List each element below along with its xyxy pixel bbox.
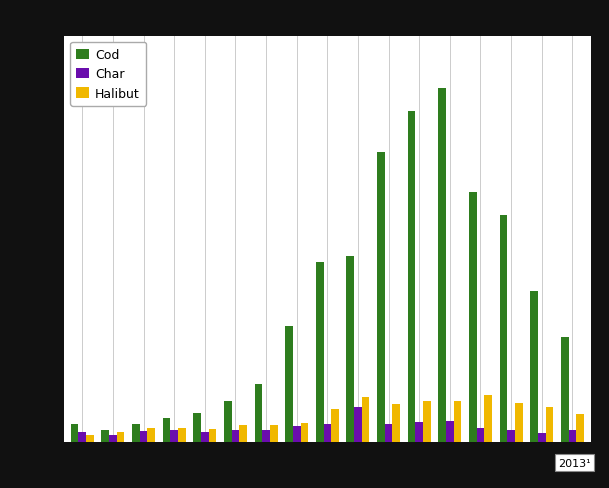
Bar bbox=[117, 432, 124, 442]
Bar bbox=[102, 430, 109, 442]
Bar bbox=[347, 257, 354, 442]
Bar bbox=[139, 431, 147, 442]
Bar bbox=[438, 89, 446, 442]
Bar bbox=[270, 426, 278, 442]
Bar bbox=[178, 428, 186, 442]
Bar bbox=[362, 398, 370, 442]
Bar bbox=[86, 435, 94, 442]
Bar bbox=[262, 430, 270, 442]
Bar bbox=[477, 428, 484, 442]
Bar bbox=[231, 430, 239, 442]
Bar bbox=[469, 193, 477, 442]
Bar bbox=[209, 429, 216, 442]
Bar bbox=[109, 435, 117, 442]
Bar bbox=[530, 291, 538, 442]
Legend: Cod, Char, Halibut: Cod, Char, Halibut bbox=[70, 43, 146, 107]
Bar bbox=[499, 216, 507, 442]
Bar bbox=[163, 419, 171, 442]
Bar bbox=[561, 338, 569, 442]
Bar bbox=[546, 407, 553, 442]
Bar bbox=[300, 423, 308, 442]
Bar bbox=[454, 401, 462, 442]
Bar bbox=[354, 407, 362, 442]
Bar bbox=[293, 427, 300, 442]
Bar bbox=[507, 430, 515, 442]
Bar bbox=[201, 432, 209, 442]
Bar bbox=[484, 395, 492, 442]
Bar bbox=[255, 384, 262, 442]
Bar bbox=[538, 433, 546, 442]
Bar bbox=[224, 401, 231, 442]
Bar bbox=[147, 428, 155, 442]
Bar bbox=[515, 404, 523, 442]
Bar bbox=[423, 401, 431, 442]
Bar bbox=[377, 152, 385, 442]
Bar bbox=[569, 430, 576, 442]
Bar bbox=[132, 424, 139, 442]
Bar bbox=[71, 424, 79, 442]
Bar bbox=[323, 424, 331, 442]
Bar bbox=[171, 430, 178, 442]
Bar bbox=[239, 426, 247, 442]
Bar bbox=[193, 413, 201, 442]
Bar bbox=[385, 424, 392, 442]
Bar bbox=[285, 326, 293, 442]
Bar bbox=[576, 414, 584, 442]
Bar bbox=[446, 421, 454, 442]
Bar bbox=[331, 409, 339, 442]
Bar bbox=[415, 422, 423, 442]
Bar bbox=[79, 432, 86, 442]
Bar bbox=[392, 405, 400, 442]
Bar bbox=[316, 262, 323, 442]
Text: 2013¹: 2013¹ bbox=[558, 458, 591, 468]
Bar bbox=[408, 112, 415, 442]
